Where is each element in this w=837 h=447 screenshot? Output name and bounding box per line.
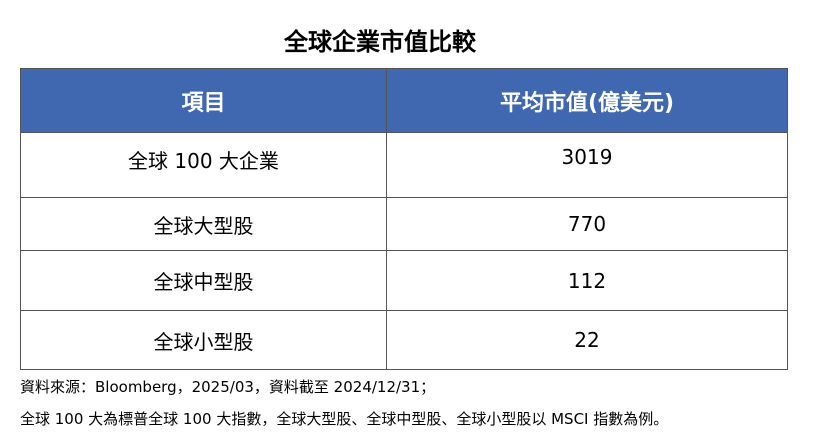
table-body: 全球 100 大企業 3019 全球大型股 770 全球中型股 112 全球小型股 22 xyxy=(20,132,788,370)
value-cell: 3019 xyxy=(386,132,788,198)
item-cell: 全球 100 大企業 xyxy=(20,132,387,198)
header-cell: 平均市值(億美元) xyxy=(386,68,788,133)
value-cell: 770 xyxy=(386,197,788,251)
item-cell: 全球小型股 xyxy=(20,310,387,370)
table: 項目 平均市值(億美元) 全球 100 大企業 3019 全球大型股 770 全球中型股… xyxy=(20,68,788,370)
note: 資料來源：Bloomberg，2025/03，資料截至 2024/12/31； xyxy=(20,378,436,396)
table-header: 項目 平均市值(億美元) xyxy=(20,68,788,133)
table-row: 全球小型股 22 xyxy=(20,310,788,370)
value-cell: 112 xyxy=(386,250,788,311)
header-cell: 項目 xyxy=(20,68,387,133)
value-cell: 22 xyxy=(386,310,788,370)
item-cell: 全球大型股 xyxy=(20,197,387,251)
item-cell: 全球中型股 xyxy=(20,250,387,311)
table-row: 全球大型股 770 xyxy=(20,197,788,251)
note: 全球 100 大為標普全球 100 大指數，全球大型股、全球中型股、全球小型股以… xyxy=(20,410,669,428)
header-row: 項目 平均市值(億美元) xyxy=(20,68,788,133)
table-row: 全球中型股 112 xyxy=(20,250,788,311)
title: 全球企業市值比較 xyxy=(284,28,476,56)
table-row: 全球 100 大企業 3019 xyxy=(20,132,788,198)
